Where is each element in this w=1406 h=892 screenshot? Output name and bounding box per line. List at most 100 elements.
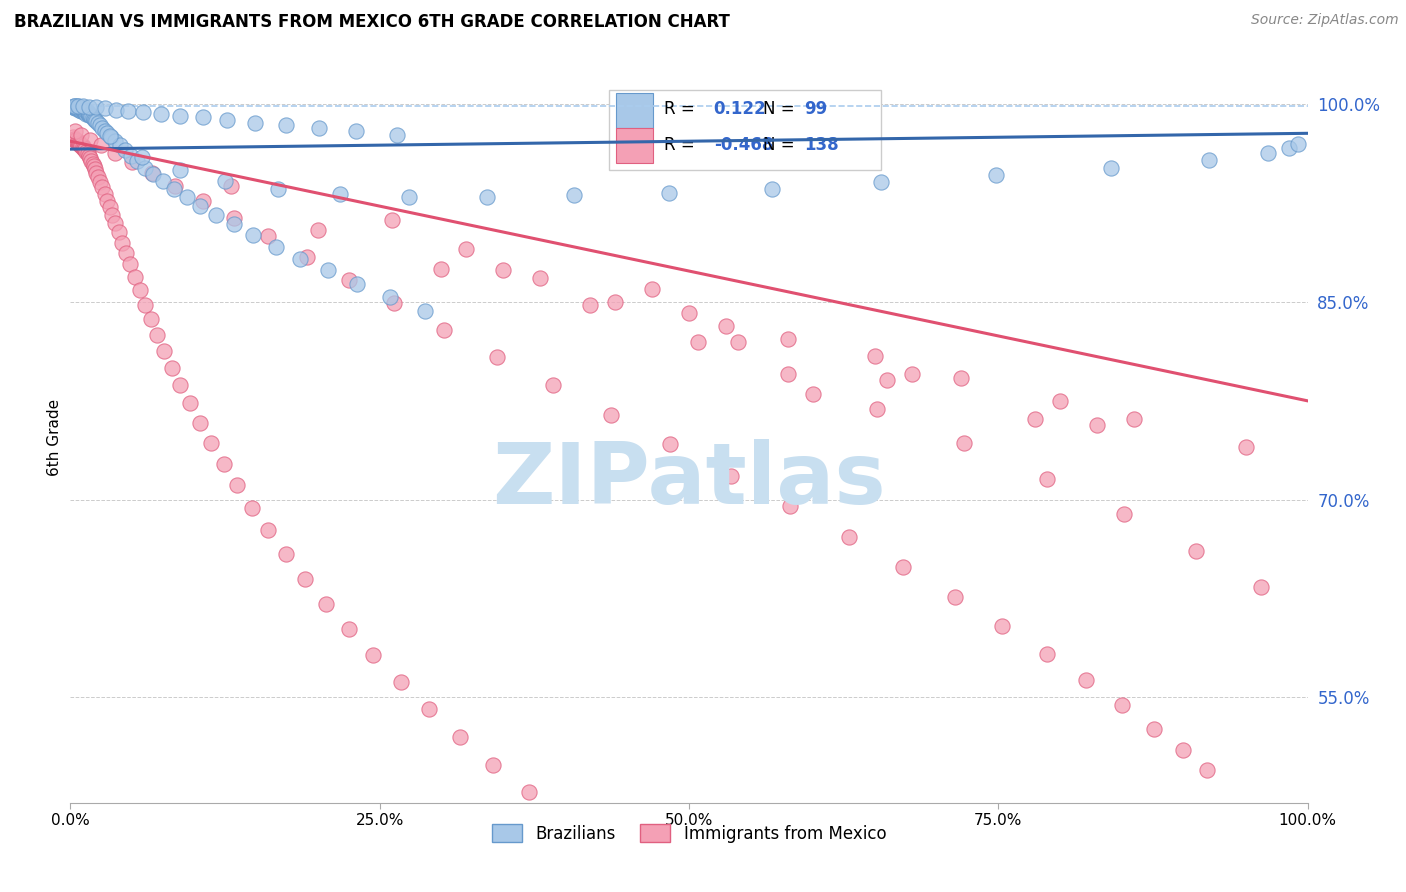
Point (316, 263, 339, 277)
Point (1049, 393, 1071, 408)
Point (91, 121, 114, 136)
Point (117, 103, 139, 118)
Point (315, 597, 337, 611)
Point (200, 436, 222, 450)
Point (66, 98, 89, 112)
Point (76, 146, 98, 161)
Point (226, 478, 249, 492)
Point (70, 138, 93, 153)
Point (240, 500, 263, 515)
Point (73, 105, 96, 120)
Point (80, 153, 103, 168)
Point (80, 109, 103, 123)
Point (100, 130, 122, 145)
Point (84, 114, 107, 128)
Point (900, 368, 922, 382)
Point (307, 222, 329, 236)
Point (69, 103, 91, 117)
Point (1114, 507, 1136, 521)
Point (86, 116, 108, 130)
Point (90, 138, 112, 153)
Point (86, 169, 108, 184)
Point (152, 174, 174, 188)
Point (94, 123, 117, 137)
Point (257, 229, 280, 244)
Point (149, 106, 172, 120)
Point (63, 131, 86, 145)
Point (337, 272, 360, 286)
Point (415, 304, 437, 318)
Point (98, 128, 121, 143)
Point (66, 134, 89, 148)
Text: N =: N = (763, 136, 794, 153)
Point (529, 271, 551, 285)
Point (308, 121, 330, 136)
Point (801, 387, 824, 401)
Point (77, 149, 100, 163)
Point (76, 106, 98, 120)
Point (863, 349, 886, 363)
Point (134, 161, 156, 175)
Point (344, 123, 367, 137)
Point (62, 130, 84, 145)
Point (120, 149, 142, 163)
Point (65, 98, 87, 112)
Point (212, 457, 235, 471)
Point (1198, 153, 1220, 167)
Point (114, 144, 136, 158)
Point (63, 98, 86, 112)
Point (153, 343, 176, 358)
Point (952, 436, 974, 450)
Point (264, 240, 287, 254)
Point (79, 133, 101, 147)
Point (449, 730, 471, 744)
Y-axis label: 6th Grade: 6th Grade (46, 399, 62, 475)
Point (139, 312, 162, 326)
Point (75, 142, 97, 156)
Point (482, 757, 505, 772)
Point (1197, 763, 1219, 777)
Point (65, 134, 87, 148)
Point (118, 257, 141, 271)
Point (346, 277, 368, 291)
Point (131, 150, 153, 164)
Point (779, 500, 801, 514)
Point (1171, 743, 1194, 757)
Point (66, 101, 89, 115)
Point (75, 103, 97, 118)
FancyBboxPatch shape (609, 90, 880, 170)
Point (598, 840, 620, 855)
Point (75, 145, 97, 159)
Point (541, 378, 564, 392)
Point (267, 181, 290, 195)
Point (290, 252, 312, 266)
Point (134, 298, 156, 312)
Point (67, 100, 90, 114)
Point (84, 166, 107, 180)
Point (75, 144, 97, 158)
Point (104, 146, 127, 161)
Point (107, 225, 129, 239)
Point (63, 98, 86, 112)
Point (1123, 412, 1146, 426)
Point (75, 106, 97, 120)
Point (79, 152, 101, 166)
Point (72, 103, 94, 118)
Point (66, 98, 89, 112)
Point (69, 138, 91, 153)
Point (727, 334, 749, 349)
Point (1185, 544, 1208, 558)
Point (70, 101, 93, 115)
Point (65, 123, 87, 137)
Point (222, 211, 245, 225)
Point (337, 622, 360, 636)
Point (329, 186, 352, 201)
Text: ZIPatlas: ZIPatlas (492, 440, 886, 523)
Point (65, 101, 87, 115)
Point (65, 100, 87, 114)
Point (1143, 722, 1166, 736)
Point (876, 373, 898, 387)
Point (1099, 161, 1122, 175)
Point (381, 213, 404, 227)
Point (108, 138, 131, 153)
